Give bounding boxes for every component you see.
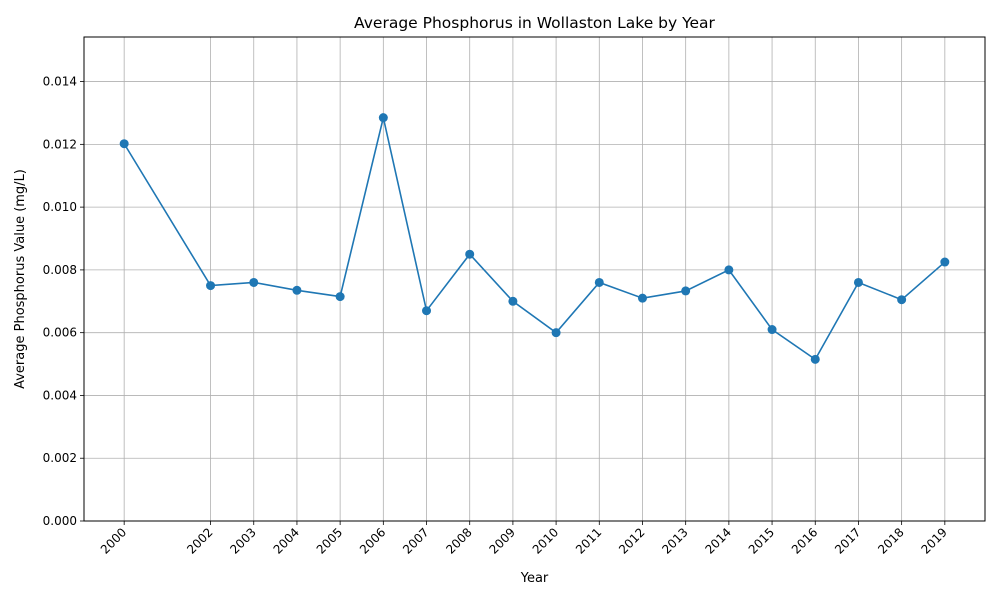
y-axis-title: Average Phosphorus Value (mg/L) — [13, 169, 28, 389]
data-point — [940, 257, 950, 267]
x-tick-label: 2013 — [659, 525, 690, 556]
series-line — [123, 117, 946, 361]
data-point — [853, 277, 863, 287]
y-tick-label: 0.008 — [43, 263, 77, 277]
series-phosphorus — [119, 113, 950, 364]
x-tick-label: 2018 — [875, 525, 906, 556]
data-point — [551, 328, 561, 338]
grid-lines — [84, 37, 985, 522]
x-tick-label: 2006 — [357, 525, 388, 556]
y-tick-label: 0.006 — [43, 326, 77, 340]
x-tick-label: 2010 — [530, 525, 561, 556]
x-tick-label: 2015 — [746, 525, 777, 556]
x-tick-label: 2004 — [271, 525, 302, 556]
x-tick-label: 2005 — [314, 525, 345, 556]
x-tick-label: 2017 — [832, 525, 863, 556]
data-point — [465, 249, 475, 259]
x-axis-title: Year — [520, 571, 549, 586]
data-point — [378, 113, 388, 123]
y-tick-label: 0.010 — [43, 200, 77, 214]
data-point — [681, 286, 691, 296]
y-tick-label: 0.000 — [43, 514, 77, 528]
data-point — [119, 139, 129, 149]
data-point — [335, 292, 345, 302]
x-tick-label: 2009 — [487, 525, 518, 556]
y-tick-label: 0.014 — [43, 75, 77, 89]
y-tick-label: 0.012 — [43, 137, 77, 151]
x-tick-label: 2007 — [400, 525, 431, 556]
x-tick-label: 2016 — [789, 525, 820, 556]
x-tick-label: 2002 — [184, 525, 215, 556]
data-point — [724, 265, 734, 275]
x-tick-label: 2014 — [702, 525, 733, 556]
x-tick-label: 2012 — [616, 525, 647, 556]
x-tick-label: 2011 — [573, 525, 604, 556]
data-point — [206, 281, 216, 291]
y-tick-label: 0.004 — [43, 388, 77, 402]
x-tick-label: 2003 — [227, 525, 258, 556]
data-point — [767, 325, 777, 335]
data-point — [292, 285, 302, 295]
y-tick-label: 0.002 — [43, 451, 77, 465]
data-point — [422, 306, 432, 316]
data-point — [594, 277, 604, 287]
data-point — [249, 277, 259, 287]
data-point — [897, 295, 907, 305]
x-tick-label: 2019 — [918, 525, 949, 556]
data-point — [810, 354, 820, 364]
plot-frame — [83, 36, 986, 522]
x-tick-label: 2008 — [443, 525, 474, 556]
data-point — [637, 293, 647, 303]
x-tick-label: 2000 — [98, 525, 129, 556]
chart-title: Average Phosphorus in Wollaston Lake by … — [354, 14, 716, 32]
data-point — [508, 296, 518, 306]
axes: 0.000 0.002 0.004 0.006 0.008 0.010 0.012 0.014… — [43, 75, 950, 557]
